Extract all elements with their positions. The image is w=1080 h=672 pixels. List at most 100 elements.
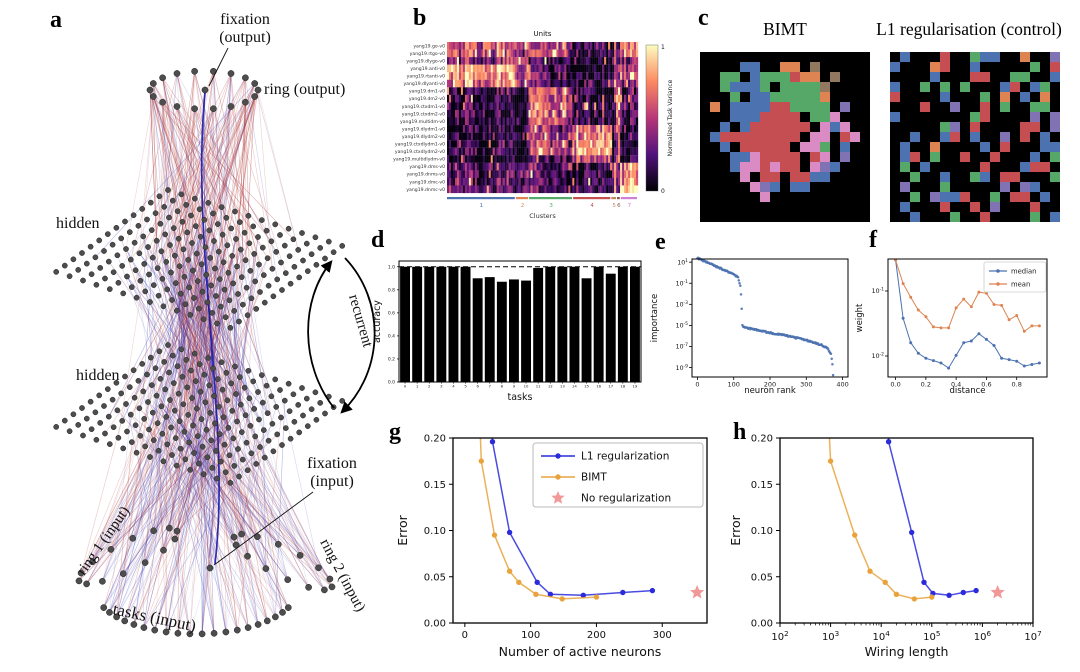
svg-text:yang19.ctxdlydm2-v0: yang19.ctxdlydm2-v0 — [395, 149, 445, 155]
svg-text:101: 101 — [677, 258, 688, 266]
svg-text:1: 1 — [480, 203, 484, 209]
svg-text:15: 15 — [584, 384, 589, 389]
svg-text:4: 4 — [452, 384, 455, 389]
svg-text:2: 2 — [521, 203, 525, 209]
svg-text:0.05: 0.05 — [424, 572, 446, 583]
svg-text:1.0: 1.0 — [388, 264, 395, 270]
svg-text:17: 17 — [608, 384, 613, 389]
svg-text:0.00: 0.00 — [751, 619, 773, 630]
svg-text:Units: Units — [534, 30, 552, 38]
svg-text:10-1: 10-1 — [872, 287, 884, 295]
svg-text:yang19.ctxdm2-v0: yang19.ctxdm2-v0 — [402, 111, 445, 117]
svg-text:0.2: 0.2 — [388, 357, 395, 363]
svg-text:0: 0 — [661, 188, 665, 195]
svg-text:yang19.multidm-v0: yang19.multidm-v0 — [400, 119, 445, 125]
panel-letter-g: g — [389, 419, 401, 445]
svg-text:7: 7 — [489, 384, 492, 389]
svg-text:10-1: 10-1 — [676, 279, 688, 287]
svg-text:5: 5 — [612, 203, 616, 209]
svg-text:104: 104 — [873, 629, 891, 643]
svg-text:median: median — [1011, 267, 1036, 275]
svg-text:10-9: 10-9 — [676, 363, 688, 371]
svg-text:yang19.anti-v0: yang19.anti-v0 — [410, 66, 445, 72]
svg-text:No regularization: No regularization — [581, 493, 671, 505]
svg-text:yang19.dnms-v0: yang19.dnms-v0 — [406, 172, 445, 178]
svg-text:0.15: 0.15 — [424, 480, 446, 491]
svg-text:0.20: 0.20 — [751, 434, 773, 445]
svg-text:0.00: 0.00 — [424, 619, 446, 630]
bimt-pixel-grid — [700, 52, 870, 222]
error-wiring-line-chart: 102 103 104 105 106 107 0.00 0.05 0.10 0.15 0.20 Wi… — [728, 434, 1042, 660]
svg-text:105: 105 — [923, 629, 940, 643]
l1-grid-title: L1 regularisation (control) — [876, 19, 1062, 39]
svg-text:0.2: 0.2 — [921, 381, 931, 389]
svg-text:Error: Error — [728, 514, 743, 545]
svg-text:6: 6 — [476, 384, 479, 389]
svg-text:yang19.ctxdm1-v0: yang19.ctxdm1-v0 — [402, 104, 445, 110]
l1-pixel-grid — [890, 52, 1060, 222]
panel-letter-e: e — [655, 229, 666, 255]
svg-text:yang19.go-v0: yang19.go-v0 — [413, 43, 445, 49]
svg-text:300: 300 — [653, 630, 672, 641]
svg-text:accuracy: accuracy — [372, 300, 383, 343]
svg-text:fixation: fixation — [307, 455, 357, 472]
svg-text:1: 1 — [661, 44, 665, 51]
svg-text:yang19.rtanti-v0: yang19.rtanti-v0 — [407, 74, 445, 80]
network-diagram: fixation(output)ring (output)hiddenhidde… — [53, 11, 376, 638]
svg-text:100: 100 — [728, 381, 740, 389]
svg-text:0.0: 0.0 — [388, 380, 395, 386]
svg-text:1: 1 — [416, 384, 419, 389]
svg-text:4: 4 — [590, 203, 594, 209]
svg-text:0.20: 0.20 — [424, 434, 446, 445]
svg-text:ring (output): ring (output) — [264, 81, 345, 98]
svg-text:106: 106 — [974, 629, 992, 643]
svg-text:2: 2 — [428, 384, 431, 389]
svg-text:tasks: tasks — [508, 392, 533, 403]
svg-text:0.4: 0.4 — [951, 381, 961, 389]
svg-text:102: 102 — [771, 629, 788, 643]
bimt-grid-title: BIMT — [763, 19, 807, 39]
svg-text:0: 0 — [695, 381, 699, 389]
svg-text:yang19.multidlydm-v0: yang19.multidlydm-v0 — [393, 157, 445, 163]
svg-text:12: 12 — [548, 384, 553, 389]
svg-text:100: 100 — [521, 630, 540, 641]
svg-text:hidden: hidden — [56, 215, 100, 232]
svg-text:(input): (input) — [310, 473, 354, 490]
svg-text:11: 11 — [536, 384, 541, 389]
svg-text:weight: weight — [855, 303, 865, 332]
svg-text:hidden: hidden — [76, 367, 120, 384]
svg-text:0.6: 0.6 — [388, 310, 395, 316]
svg-text:yang19.ctxdlydm1-v0: yang19.ctxdlydm1-v0 — [395, 142, 445, 148]
panel-letter-a: a — [50, 7, 62, 33]
svg-text:yang19.dm2-v0: yang19.dm2-v0 — [409, 96, 445, 102]
svg-text:Error: Error — [395, 514, 410, 545]
svg-text:19: 19 — [633, 384, 638, 389]
svg-text:0.8: 0.8 — [1012, 381, 1022, 389]
svg-text:8: 8 — [501, 384, 504, 389]
svg-text:yang19.dnmc-v0: yang19.dnmc-v0 — [406, 187, 445, 193]
svg-text:distance: distance — [949, 386, 985, 396]
weight-distance-line-chart: 0.0 0.2 0.4 0.6 0.8 10-1 10-2 median mean distanc… — [855, 258, 1048, 396]
panel-letter-d: d — [371, 227, 385, 253]
error-neurons-line-chart: 0 100 200 300 0.00 0.05 0.10 0.15 0.20 Number of … — [395, 434, 708, 659]
svg-text:mean: mean — [1011, 280, 1030, 288]
panel-letter-h: h — [733, 419, 747, 445]
svg-text:neuron rank: neuron rank — [744, 386, 796, 396]
svg-text:18: 18 — [620, 384, 625, 389]
svg-text:BIMT: BIMT — [581, 472, 607, 484]
svg-text:yang19.rtgo-v0: yang19.rtgo-v0 — [410, 51, 445, 57]
svg-text:0.10: 0.10 — [751, 526, 773, 537]
panel-letter-b: b — [413, 5, 427, 31]
svg-text:0.6: 0.6 — [981, 381, 991, 389]
svg-text:13: 13 — [560, 384, 565, 389]
svg-text:0: 0 — [462, 630, 468, 641]
task-variance-heatmap: yang19.go-v0 yang19.rtgo-v0yang19.dlygo-v… — [393, 30, 674, 220]
svg-text:0: 0 — [404, 384, 407, 389]
svg-text:yang19.dlydm2-v0: yang19.dlydm2-v0 — [402, 134, 445, 140]
svg-text:yang19.dlyanti-v0: yang19.dlyanti-v0 — [403, 81, 445, 87]
svg-text:6: 6 — [617, 203, 621, 209]
svg-text:10: 10 — [524, 384, 529, 389]
svg-text:ring 2 (input): ring 2 (input) — [316, 536, 368, 614]
svg-text:yang19.dms-v0: yang19.dms-v0 — [409, 164, 445, 170]
